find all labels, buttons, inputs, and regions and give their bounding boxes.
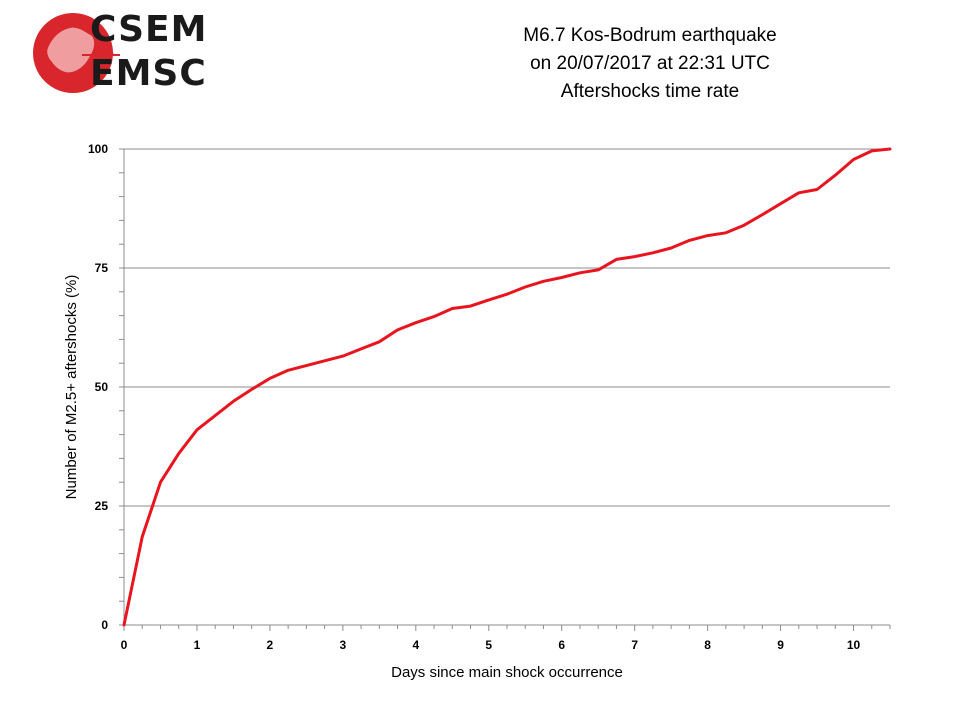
x-axis-title: Days since main shock occurrence	[391, 664, 623, 681]
seismogram-line	[82, 37, 120, 71]
logo-text-csem: CSEM	[90, 9, 208, 50]
x-tick-label: 8	[704, 638, 711, 652]
x-tick-label: 10	[847, 638, 861, 652]
tick-labels: 0 25 50 75 100 0 1 2 3 4 5 6 7 8 9 10	[88, 142, 861, 652]
chart-title-line-2: on 20/07/2017 at 22:31 UTC	[530, 53, 770, 74]
y-axis-title: Number of M2.5+ aftershocks (%)	[63, 275, 80, 500]
chart-title: M6.7 Kos-Bodrum earthquake on 20/07/2017…	[460, 22, 840, 106]
x-tick-label: 0	[121, 638, 128, 652]
x-tick-label: 1	[194, 638, 201, 652]
series-line	[122, 147, 892, 627]
x-tick-label: 5	[485, 638, 492, 652]
logo-text-emsc: EMSC	[90, 53, 207, 94]
y-tick-label: 50	[95, 380, 109, 394]
chart-title-line-1: M6.7 Kos-Bodrum earthquake	[523, 25, 777, 46]
x-tick-label: 2	[267, 638, 274, 652]
y-tick-label: 0	[101, 618, 108, 632]
y-tick-label: 100	[88, 142, 108, 156]
gridlines	[124, 148, 890, 507]
csem-emsc-logo	[33, 13, 120, 93]
x-tick-label: 9	[777, 638, 784, 652]
x-tick-label: 4	[412, 638, 419, 652]
tick-marks	[119, 148, 891, 631]
y-tick-label: 25	[95, 499, 109, 513]
chart-title-line-3: Aftershocks time rate	[560, 81, 740, 102]
x-tick-label: 3	[340, 638, 347, 652]
europe-map-shape	[47, 27, 95, 73]
y-tick-label: 75	[95, 261, 109, 275]
x-tick-label: 6	[558, 638, 565, 652]
x-tick-label: 7	[631, 638, 638, 652]
